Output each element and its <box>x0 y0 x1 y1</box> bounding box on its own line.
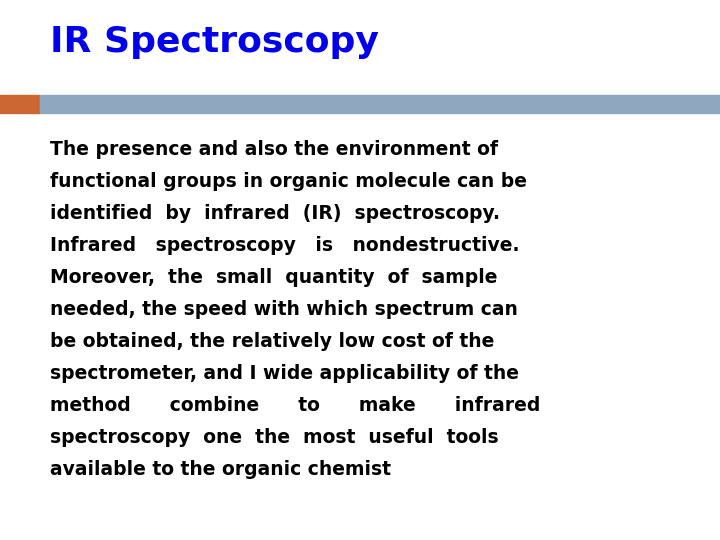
Text: be obtained, the relatively low cost of the: be obtained, the relatively low cost of … <box>50 332 495 351</box>
Text: Infrared   spectroscopy   is   nondestructive.: Infrared spectroscopy is nondestructive. <box>50 236 520 255</box>
Text: spectroscopy  one  the  most  useful  tools: spectroscopy one the most useful tools <box>50 428 499 447</box>
Text: The presence and also the environment of: The presence and also the environment of <box>50 140 498 159</box>
Text: available to the organic chemist: available to the organic chemist <box>50 460 391 479</box>
Text: identified  by  infrared  (IR)  spectroscopy.: identified by infrared (IR) spectroscopy… <box>50 204 500 223</box>
Text: Moreover,  the  small  quantity  of  sample: Moreover, the small quantity of sample <box>50 268 498 287</box>
Bar <box>0 95 40 113</box>
Bar <box>40 95 720 113</box>
Text: IR Spectroscopy: IR Spectroscopy <box>50 25 379 59</box>
Text: needed, the speed with which spectrum can: needed, the speed with which spectrum ca… <box>50 300 518 319</box>
Text: method      combine      to      make      infrared: method combine to make infrared <box>50 396 541 415</box>
Text: spectrometer, and I wide applicability of the: spectrometer, and I wide applicability o… <box>50 364 519 383</box>
Text: functional groups in organic molecule can be: functional groups in organic molecule ca… <box>50 172 527 191</box>
